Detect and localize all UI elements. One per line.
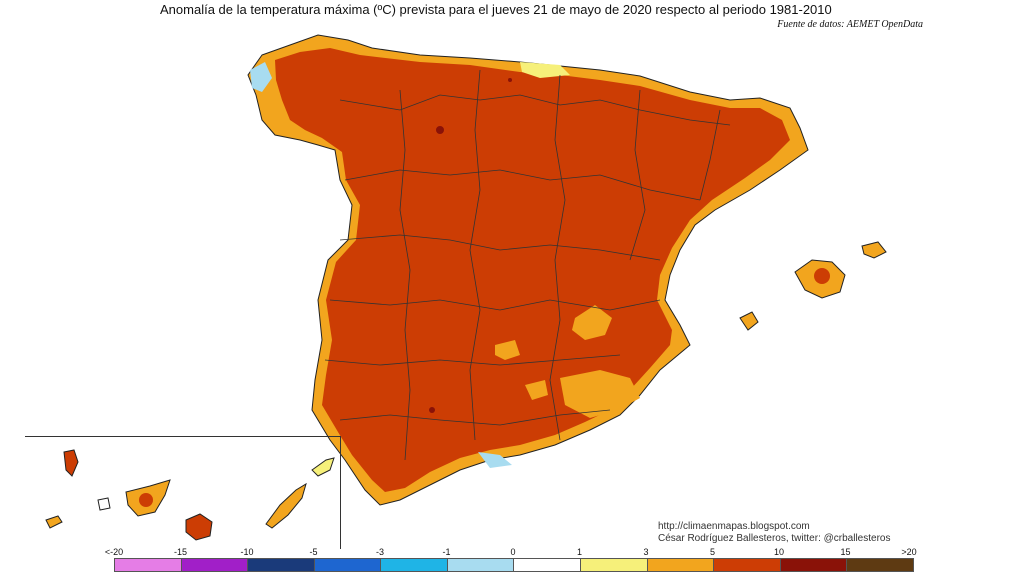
orange-patch-andalucia xyxy=(560,370,640,418)
dark-spot-sevilla xyxy=(429,407,435,413)
legend-label: -10 xyxy=(240,547,254,557)
legend-swatch xyxy=(115,559,182,571)
island-la-gomera xyxy=(97,497,111,511)
orange-patch-granada xyxy=(525,380,548,400)
legend-label: >20 xyxy=(901,547,917,557)
dark-spot-leon xyxy=(436,126,444,134)
legend-bar xyxy=(114,558,914,572)
island-menorca xyxy=(861,241,887,259)
island-mallorca-core xyxy=(814,268,830,284)
province-borders xyxy=(324,69,731,461)
island-tenerife-core xyxy=(139,493,153,507)
map-title: Anomalía de la temperatura máxima (ºC) p… xyxy=(160,2,832,17)
legend-label: 3 xyxy=(643,547,649,557)
island-el-hierro xyxy=(45,515,63,529)
legend-swatch xyxy=(847,559,913,571)
color-legend: <-20 -15 -10 -5 -3 -1 0 1 3 5 10 15 >20 xyxy=(105,547,917,573)
orange-patch-murcia xyxy=(572,305,612,340)
credits-url: http://climaenmapas.blogspot.com xyxy=(658,521,810,532)
legend-swatch xyxy=(514,559,582,571)
blue-patch-galicia xyxy=(250,62,272,92)
legend-labels: <-20 -15 -10 -5 -3 -1 0 1 3 5 10 15 >20 xyxy=(105,547,917,558)
legend-label: -15 xyxy=(173,547,188,557)
legend-swatch xyxy=(780,559,848,571)
orange-patch-jaen xyxy=(495,340,520,360)
canary-inset-frame xyxy=(25,436,341,549)
legend-label: 1 xyxy=(576,547,583,557)
legend-swatch xyxy=(647,559,715,571)
legend-swatch xyxy=(381,559,448,571)
legend-swatch xyxy=(714,559,781,571)
legend-label: -1 xyxy=(442,547,451,557)
legend-swatch xyxy=(181,559,249,571)
legend-swatch xyxy=(248,559,315,571)
island-gran-canaria xyxy=(185,513,213,541)
credits: http://climaenmapas.blogspot.com César R… xyxy=(658,521,890,545)
legend-label: <-20 xyxy=(104,547,124,557)
island-lanzarote xyxy=(311,457,335,477)
data-source: Fuente de datos: AEMET OpenData xyxy=(777,19,923,30)
legend-label: 0 xyxy=(510,547,516,557)
legend-label: 15 xyxy=(840,547,851,557)
legend-label: -3 xyxy=(375,547,385,557)
peninsula-main-anomaly xyxy=(275,48,790,492)
blue-patch-almeria xyxy=(478,452,512,468)
island-ibiza xyxy=(739,311,759,331)
legend-label: -5 xyxy=(309,547,318,557)
legend-swatch xyxy=(314,559,382,571)
yellow-patch-cantabria xyxy=(520,62,570,78)
dark-spot-navarra xyxy=(508,78,512,82)
legend-swatch xyxy=(447,559,515,571)
legend-label: 5 xyxy=(709,547,716,557)
legend-label: 10 xyxy=(773,547,785,557)
legend-swatch xyxy=(581,559,648,571)
island-fuerteventura xyxy=(265,482,307,529)
credits-author: César Rodríguez Ballesteros, twitter: @c… xyxy=(658,533,891,544)
island-la-palma xyxy=(63,449,79,477)
